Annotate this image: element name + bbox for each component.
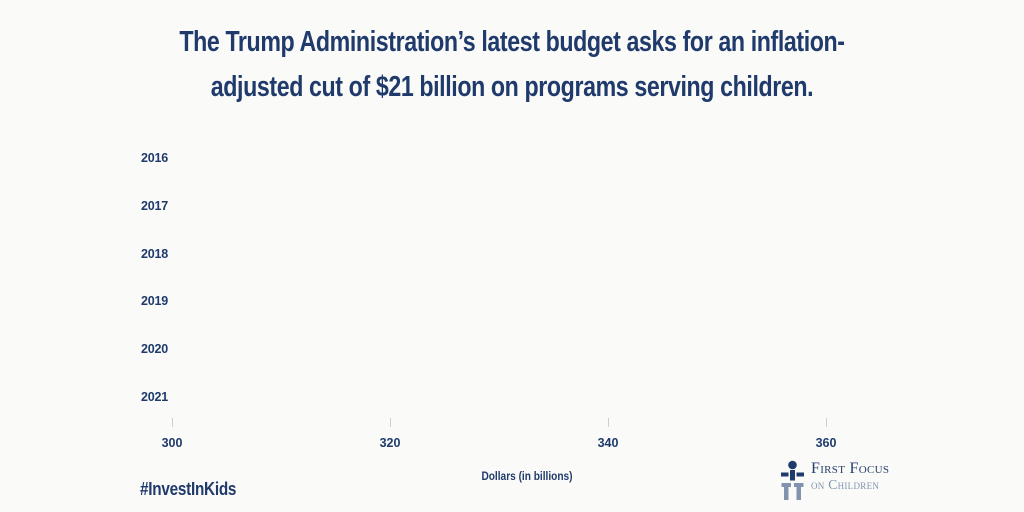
y-axis-label-2016: 2016: [140, 151, 168, 165]
y-axis-label-2019: 2019: [140, 294, 168, 308]
chart-title-line-1: The Trump Administration’s latest budget…: [179, 26, 845, 58]
first-focus-figure-icon: [781, 460, 804, 500]
logo-text-first-focus: First Focus: [811, 460, 890, 477]
y-axis-label-2017: 2017: [140, 199, 168, 213]
y-axis-label-2021: 2021: [140, 390, 168, 404]
x-axis-tick-label-360: 360: [815, 436, 837, 450]
x-axis-tick-label-340: 340: [597, 436, 619, 450]
chart-title-line-2: adjusted cut of $21 billion on programs …: [210, 71, 814, 103]
x-axis-tick-300: [172, 418, 173, 427]
logo-text-on-children: on Children: [811, 477, 880, 492]
x-axis-tick-340: [608, 418, 609, 427]
x-axis-tick-label-300: 300: [161, 436, 183, 450]
first-focus-logo: First Focus on Children: [779, 460, 889, 501]
x-axis-tick-360: [826, 418, 827, 427]
y-axis-label-2018: 2018: [140, 247, 168, 261]
x-axis-title: Dollars (in billions): [481, 471, 573, 483]
hashtag-invest-in-kids: #InvestInKids: [140, 479, 237, 499]
x-axis-tick-320: [390, 418, 391, 427]
chart-title: The Trump Administration’s latest budget…: [0, 20, 1024, 110]
first-focus-logo-text: First Focus on Children: [811, 460, 889, 492]
x-axis-tick-label-320: 320: [379, 436, 401, 450]
y-axis-label-2020: 2020: [140, 342, 168, 356]
